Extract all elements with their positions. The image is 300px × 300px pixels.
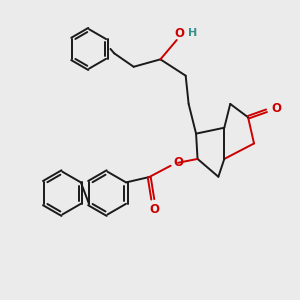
- Text: O: O: [271, 102, 281, 115]
- Text: O: O: [175, 27, 185, 40]
- Text: O: O: [173, 156, 183, 169]
- Text: O: O: [149, 203, 159, 216]
- Text: H: H: [188, 28, 197, 38]
